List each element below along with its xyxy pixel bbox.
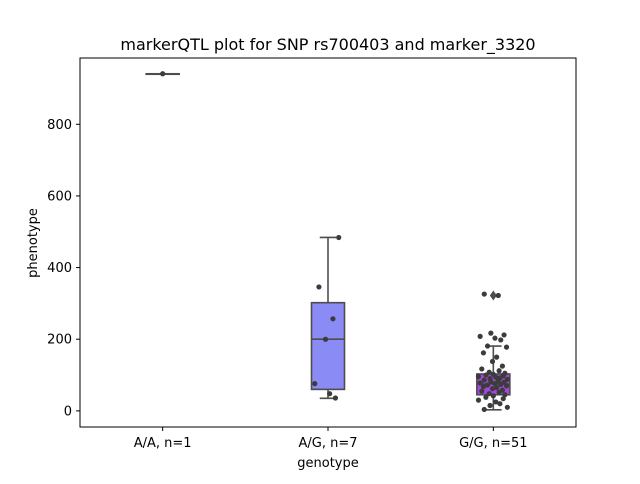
data-point xyxy=(495,292,501,299)
data-point xyxy=(496,368,502,374)
data-point xyxy=(316,284,322,290)
data-point xyxy=(503,344,510,350)
data-point xyxy=(490,393,496,399)
y-tick-label: 400 xyxy=(47,261,72,276)
data-point xyxy=(479,366,485,372)
y-tick-label: 200 xyxy=(47,333,72,348)
x-tick-label: A/G, n=7 xyxy=(298,436,357,451)
data-point xyxy=(492,335,498,341)
data-point xyxy=(494,384,500,391)
data-point xyxy=(483,372,489,378)
data-point xyxy=(488,330,494,336)
data-point xyxy=(483,394,489,400)
data-point xyxy=(498,381,504,387)
data-point xyxy=(498,337,504,343)
data-point xyxy=(492,381,498,387)
x-axis-label: genotype xyxy=(297,456,358,471)
box-outlier xyxy=(489,290,497,301)
y-tick-label: 0 xyxy=(64,404,72,419)
x-axis: A/A, n=1 A/G, n=7 G/G, n=51 xyxy=(134,427,528,451)
data-point xyxy=(488,378,494,385)
data-point xyxy=(494,354,500,360)
data-point xyxy=(503,383,510,389)
strip-points xyxy=(160,71,166,77)
data-point xyxy=(497,401,503,407)
data-point xyxy=(312,381,318,387)
data-point xyxy=(502,392,508,398)
x-tick-label: A/A, n=1 xyxy=(134,436,192,451)
data-point xyxy=(475,373,482,380)
y-tick-label: 600 xyxy=(47,189,72,204)
data-point xyxy=(480,350,487,356)
strip-points xyxy=(475,291,510,413)
data-point xyxy=(330,316,336,322)
data-point xyxy=(336,234,342,241)
data-point xyxy=(327,391,333,397)
data-point xyxy=(477,380,483,386)
data-point xyxy=(501,332,507,338)
y-axis-label: phenotype xyxy=(26,208,41,278)
data-point xyxy=(160,71,166,77)
strip-points xyxy=(312,234,342,401)
data-point xyxy=(481,406,487,413)
data-point xyxy=(481,291,487,297)
data-point xyxy=(499,363,506,369)
data-point xyxy=(496,389,502,395)
data-point xyxy=(475,397,482,403)
data-point xyxy=(489,358,496,365)
data-point xyxy=(504,404,510,410)
plot-area xyxy=(145,71,511,413)
data-point xyxy=(487,402,493,409)
data-point xyxy=(484,382,491,388)
data-point xyxy=(480,383,487,390)
data-point xyxy=(489,386,496,392)
data-point xyxy=(486,391,492,397)
box-iqr xyxy=(310,301,346,391)
data-point xyxy=(477,333,483,339)
x-tick-label: G/G, n=51 xyxy=(459,436,527,451)
data-point xyxy=(500,396,506,402)
data-point xyxy=(481,377,487,383)
data-point xyxy=(479,388,485,394)
data-point xyxy=(332,395,339,401)
y-tick-label: 800 xyxy=(47,118,72,133)
data-point xyxy=(322,336,329,342)
data-point xyxy=(493,399,499,405)
chart-title: markerQTL plot for SNP rs700403 and mark… xyxy=(120,35,535,55)
data-point xyxy=(484,343,491,349)
y-axis: 0 200 400 600 800 xyxy=(47,118,80,419)
